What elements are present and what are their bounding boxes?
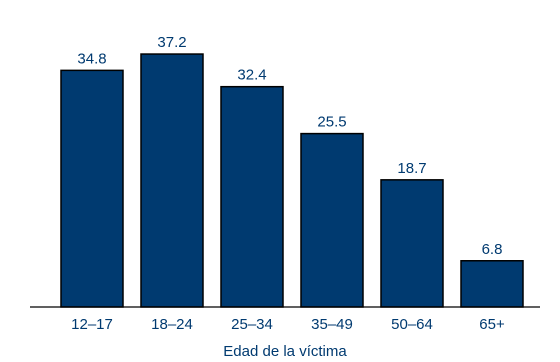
bar-2 — [220, 85, 284, 308]
value-labels-layer: 34.8 37.2 32.4 25.5 18.7 6.8 — [77, 34, 502, 258]
x-tick-label: 50–64 — [391, 316, 433, 333]
bar-value-label: 18.7 — [397, 160, 426, 177]
x-tick-label: 35–49 — [311, 316, 353, 333]
x-tick-label: 65+ — [479, 316, 505, 333]
bar-0 — [60, 69, 124, 308]
bar-value-label: 37.2 — [157, 34, 186, 51]
bar-value-label: 25.5 — [317, 114, 346, 131]
tick-labels-layer: 12–17 18–24 25–34 35–49 50–64 65+ — [71, 316, 505, 333]
bar-value-label: 32.4 — [237, 67, 266, 84]
bar-value-label: 34.8 — [77, 50, 106, 67]
bar-value-label: 6.8 — [482, 241, 503, 258]
bars-layer — [60, 53, 524, 308]
x-tick-label: 25–34 — [231, 316, 273, 333]
x-tick-label: 18–24 — [151, 316, 193, 333]
x-axis-title: Edad de la víctima — [223, 343, 347, 360]
bar-4 — [380, 179, 444, 308]
bar-5 — [460, 260, 524, 308]
bar-3 — [300, 132, 364, 308]
bar-1 — [140, 53, 204, 308]
x-tick-label: 12–17 — [71, 316, 113, 333]
